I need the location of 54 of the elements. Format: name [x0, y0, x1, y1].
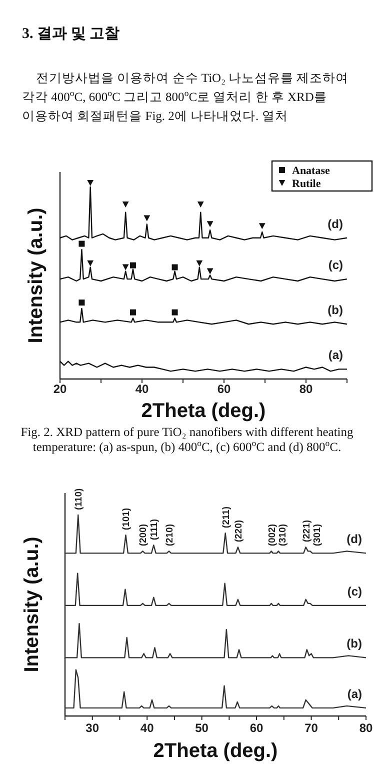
x-axis-title: 2Theta (deg.) [153, 740, 278, 762]
x-tick-label: 50 [195, 721, 209, 735]
annotation: (110) [74, 488, 85, 510]
x-tick-label: 80 [359, 721, 373, 735]
y-axis-title: Intensity (a.u.) [21, 536, 43, 672]
text: 3. 결과 및 고찰 [22, 26, 120, 42]
x-tick-label: 60 [250, 721, 264, 735]
x-tick-label: 20 [53, 382, 67, 396]
point [196, 260, 203, 266]
annotation: (111) [149, 519, 160, 540]
series-label: (d) [346, 532, 362, 546]
annotation: (200) [138, 524, 150, 546]
point [206, 221, 214, 228]
annotation: (211) [220, 506, 232, 528]
annotation: (310) [277, 524, 288, 546]
annotation: (220) [233, 520, 244, 542]
point [197, 202, 204, 208]
point [78, 300, 85, 306]
point [78, 240, 85, 247]
series-label: (a) [347, 686, 362, 701]
legend-label: Anatase [292, 165, 330, 177]
annotation: (210) [164, 524, 176, 546]
point [172, 309, 178, 316]
annotation: (101) [121, 508, 132, 530]
annotation: (221) [301, 520, 312, 542]
text: 전기방사법을 이용하여 순수 TiO₂ 나노섬유를 제조하여 각각 400$^{o}$C, 600$^{o}$C 그리고 800$^{o}$C로 열처리 한 후 XRD를 이용하여 회절패턴을 Fig. 2에 나타내었다. 열처 [22, 71, 349, 123]
y-axis-title: Intensity (a.u.) [25, 208, 47, 344]
series-label: (d) [328, 216, 343, 231]
x-tick-label: 40 [135, 382, 149, 396]
point [122, 264, 129, 270]
x-axis-title: 2Theta (deg.) [141, 400, 266, 422]
series-label: (b) [328, 303, 343, 318]
x-tick-label: 60 [217, 382, 231, 396]
point [130, 309, 136, 316]
x-tick-label: 40 [140, 721, 154, 735]
point [172, 264, 178, 270]
point [206, 268, 214, 274]
x-tick-label: 80 [299, 382, 313, 396]
point [258, 223, 266, 230]
point [144, 215, 150, 222]
caption: Fig. 2. XRD pattern of pure TiO₂ nanofibers with different heating temperature: (a) as-spun, (b) 400$^{o}$C, (c) 600$^{o}$C and (d) 800$^{o}$C. [20, 425, 354, 454]
series-label: (c) [328, 258, 343, 272]
point [87, 180, 94, 186]
point [87, 260, 94, 266]
series-label: (b) [346, 636, 362, 651]
x-tick-label: 30 [86, 721, 100, 735]
x-tick-label: 70 [304, 721, 318, 735]
annotation: (002) [266, 524, 278, 546]
point [130, 262, 136, 268]
legend-label: Rutile [292, 178, 321, 190]
series-label: (c) [347, 584, 362, 598]
point [122, 202, 129, 208]
series-label: (a) [328, 348, 343, 362]
annotation: (301) [312, 524, 323, 546]
